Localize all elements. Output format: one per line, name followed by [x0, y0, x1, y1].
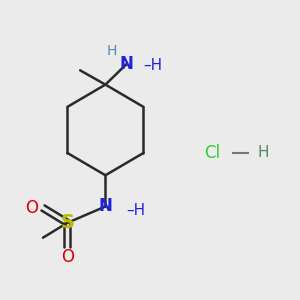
Text: N: N [98, 197, 112, 215]
Text: N: N [120, 55, 134, 73]
Text: Cl: Cl [204, 144, 220, 162]
Text: H: H [257, 146, 269, 160]
Text: S: S [60, 213, 74, 232]
Text: –H: –H [143, 58, 162, 73]
Text: O: O [61, 248, 74, 266]
Text: O: O [26, 199, 38, 217]
Text: H: H [106, 44, 116, 58]
Text: –H: –H [126, 203, 145, 218]
